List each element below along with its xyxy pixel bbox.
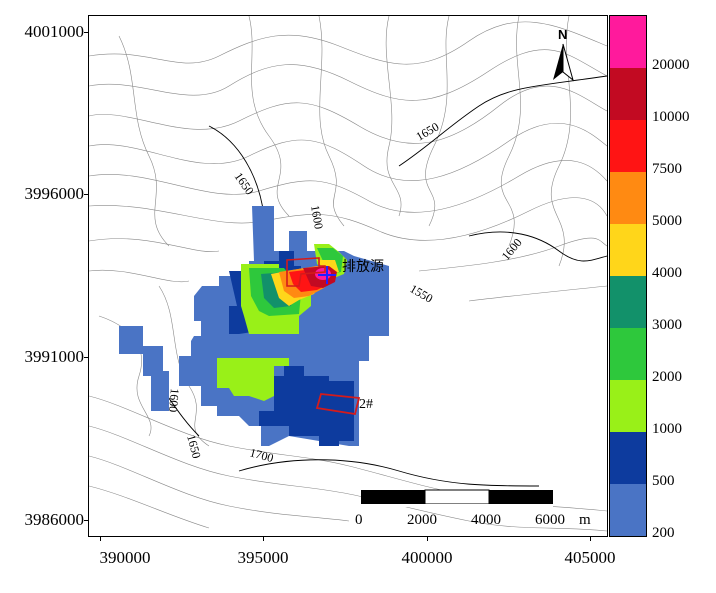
legend-label-20000: 20000 [652, 57, 690, 73]
contour-label: 1600 [308, 204, 326, 230]
legend-label-10000: 10000 [652, 109, 690, 125]
area-2-label: 2# [359, 397, 373, 412]
y-tickmark [84, 357, 88, 358]
contour-label: 1600 [166, 388, 182, 413]
x-tickmark [263, 536, 264, 541]
emission-source-marker [286, 257, 326, 287]
legend-swatch-10000 [610, 68, 646, 120]
legend-label-2000: 2000 [652, 369, 682, 385]
source-label: 排放源 [342, 259, 384, 275]
north-label: N [558, 27, 567, 42]
x-tick-400000: 400000 [401, 548, 453, 567]
legend-swatch-1000 [610, 380, 646, 432]
area-2-outline [315, 393, 361, 416]
y-tick-3996000: 3996000 [24, 184, 85, 203]
y-tickmark [84, 194, 88, 195]
scale-bar: 0 2000 4000 6000 m [355, 489, 591, 528]
x-tickmark [590, 536, 591, 541]
x-tickmark [427, 536, 428, 541]
source-cross-icon [318, 266, 336, 284]
legend-swatch-5000 [610, 172, 646, 224]
legend-swatch-7500 [610, 120, 646, 172]
x-tick-405000: 405000 [564, 548, 616, 567]
legend-label-500: 500 [652, 473, 675, 489]
y-tickmark [84, 520, 88, 521]
scale-label-6000: 6000 [535, 512, 565, 528]
legend-label-4000: 4000 [652, 265, 682, 281]
scale-label-2000: 2000 [407, 512, 437, 528]
scale-label-4000: 4000 [471, 512, 501, 528]
y-tick-4001000: 4001000 [24, 22, 85, 41]
legend-label-1000: 1000 [652, 421, 682, 437]
legend-swatch-20000 [610, 16, 646, 68]
scale-label-0: 0 [355, 512, 363, 528]
legend-label-200: 200 [652, 525, 675, 541]
x-tick-390000: 390000 [99, 548, 151, 567]
legend-label-3000: 3000 [652, 317, 682, 333]
x-tickmark [100, 536, 101, 541]
legend-label-7500: 7500 [652, 161, 682, 177]
legend-swatch-4000 [610, 224, 646, 276]
legend-swatch-3000 [610, 276, 646, 328]
contour-label: 1650 [232, 170, 257, 198]
legend-label-5000: 5000 [652, 213, 682, 229]
concentration-legend [609, 15, 647, 537]
north-arrow-icon: N [553, 27, 574, 82]
contour-label: 1700 [248, 445, 275, 465]
y-tick-3991000: 3991000 [24, 347, 85, 366]
map-canvas: 排放源 2# 1650 1650 1600 1600 1550 1600 165… [89, 16, 607, 532]
legend-swatch-200 [610, 484, 646, 536]
contour-label: 1550 [408, 281, 436, 305]
legend-swatch-2000 [610, 328, 646, 380]
legend-swatch-500 [610, 432, 646, 484]
x-tick-395000: 395000 [237, 548, 289, 567]
map-frame[interactable]: 排放源 2# 1650 1650 1600 1600 1550 1600 165… [88, 15, 608, 537]
y-tickmark [84, 32, 88, 33]
y-tick-3986000: 3986000 [24, 510, 85, 529]
scale-unit: m [579, 512, 591, 528]
contour-label: 1600 [499, 236, 525, 263]
contour-label: 1650 [184, 433, 204, 460]
